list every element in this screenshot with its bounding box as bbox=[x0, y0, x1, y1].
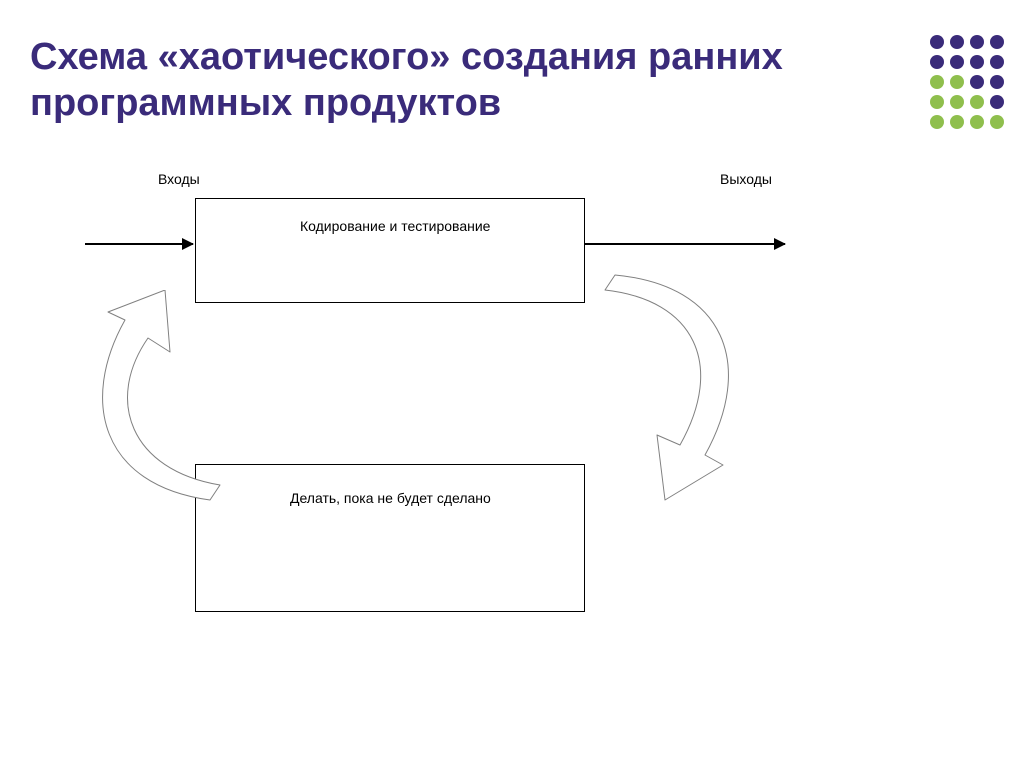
slide: Схема «хаотического» создания ранних про… bbox=[0, 0, 1024, 768]
dot-icon bbox=[950, 95, 964, 109]
top-box-text: Кодирование и тестирование bbox=[300, 218, 490, 234]
dot-icon bbox=[990, 35, 1004, 49]
inputs-label: Входы bbox=[158, 171, 200, 187]
dot-icon bbox=[950, 115, 964, 129]
dot-icon bbox=[930, 115, 944, 129]
dot-icon bbox=[930, 35, 944, 49]
right-curved-arrow bbox=[585, 265, 765, 505]
dot-icon bbox=[970, 35, 984, 49]
dot-icon bbox=[970, 55, 984, 69]
dot-icon bbox=[950, 55, 964, 69]
slide-title: Схема «хаотического» создания ранних про… bbox=[30, 35, 820, 126]
output-arrow bbox=[585, 243, 785, 245]
dot-icon bbox=[950, 75, 964, 89]
dot-icon bbox=[990, 115, 1004, 129]
dot-icon bbox=[990, 95, 1004, 109]
dot-icon bbox=[970, 115, 984, 129]
dot-icon bbox=[990, 75, 1004, 89]
bottom-box-text: Делать, пока не будет сделано bbox=[290, 490, 491, 506]
dot-icon bbox=[970, 95, 984, 109]
dot-icon bbox=[930, 55, 944, 69]
input-arrow bbox=[85, 243, 193, 245]
outputs-label: Выходы bbox=[720, 171, 772, 187]
top-box bbox=[195, 198, 585, 303]
decorative-dot-grid bbox=[930, 35, 1004, 129]
dot-icon bbox=[990, 55, 1004, 69]
dot-icon bbox=[970, 75, 984, 89]
dot-icon bbox=[930, 75, 944, 89]
left-curved-arrow bbox=[70, 290, 240, 510]
dot-icon bbox=[950, 35, 964, 49]
dot-icon bbox=[930, 95, 944, 109]
bottom-box bbox=[195, 464, 585, 612]
